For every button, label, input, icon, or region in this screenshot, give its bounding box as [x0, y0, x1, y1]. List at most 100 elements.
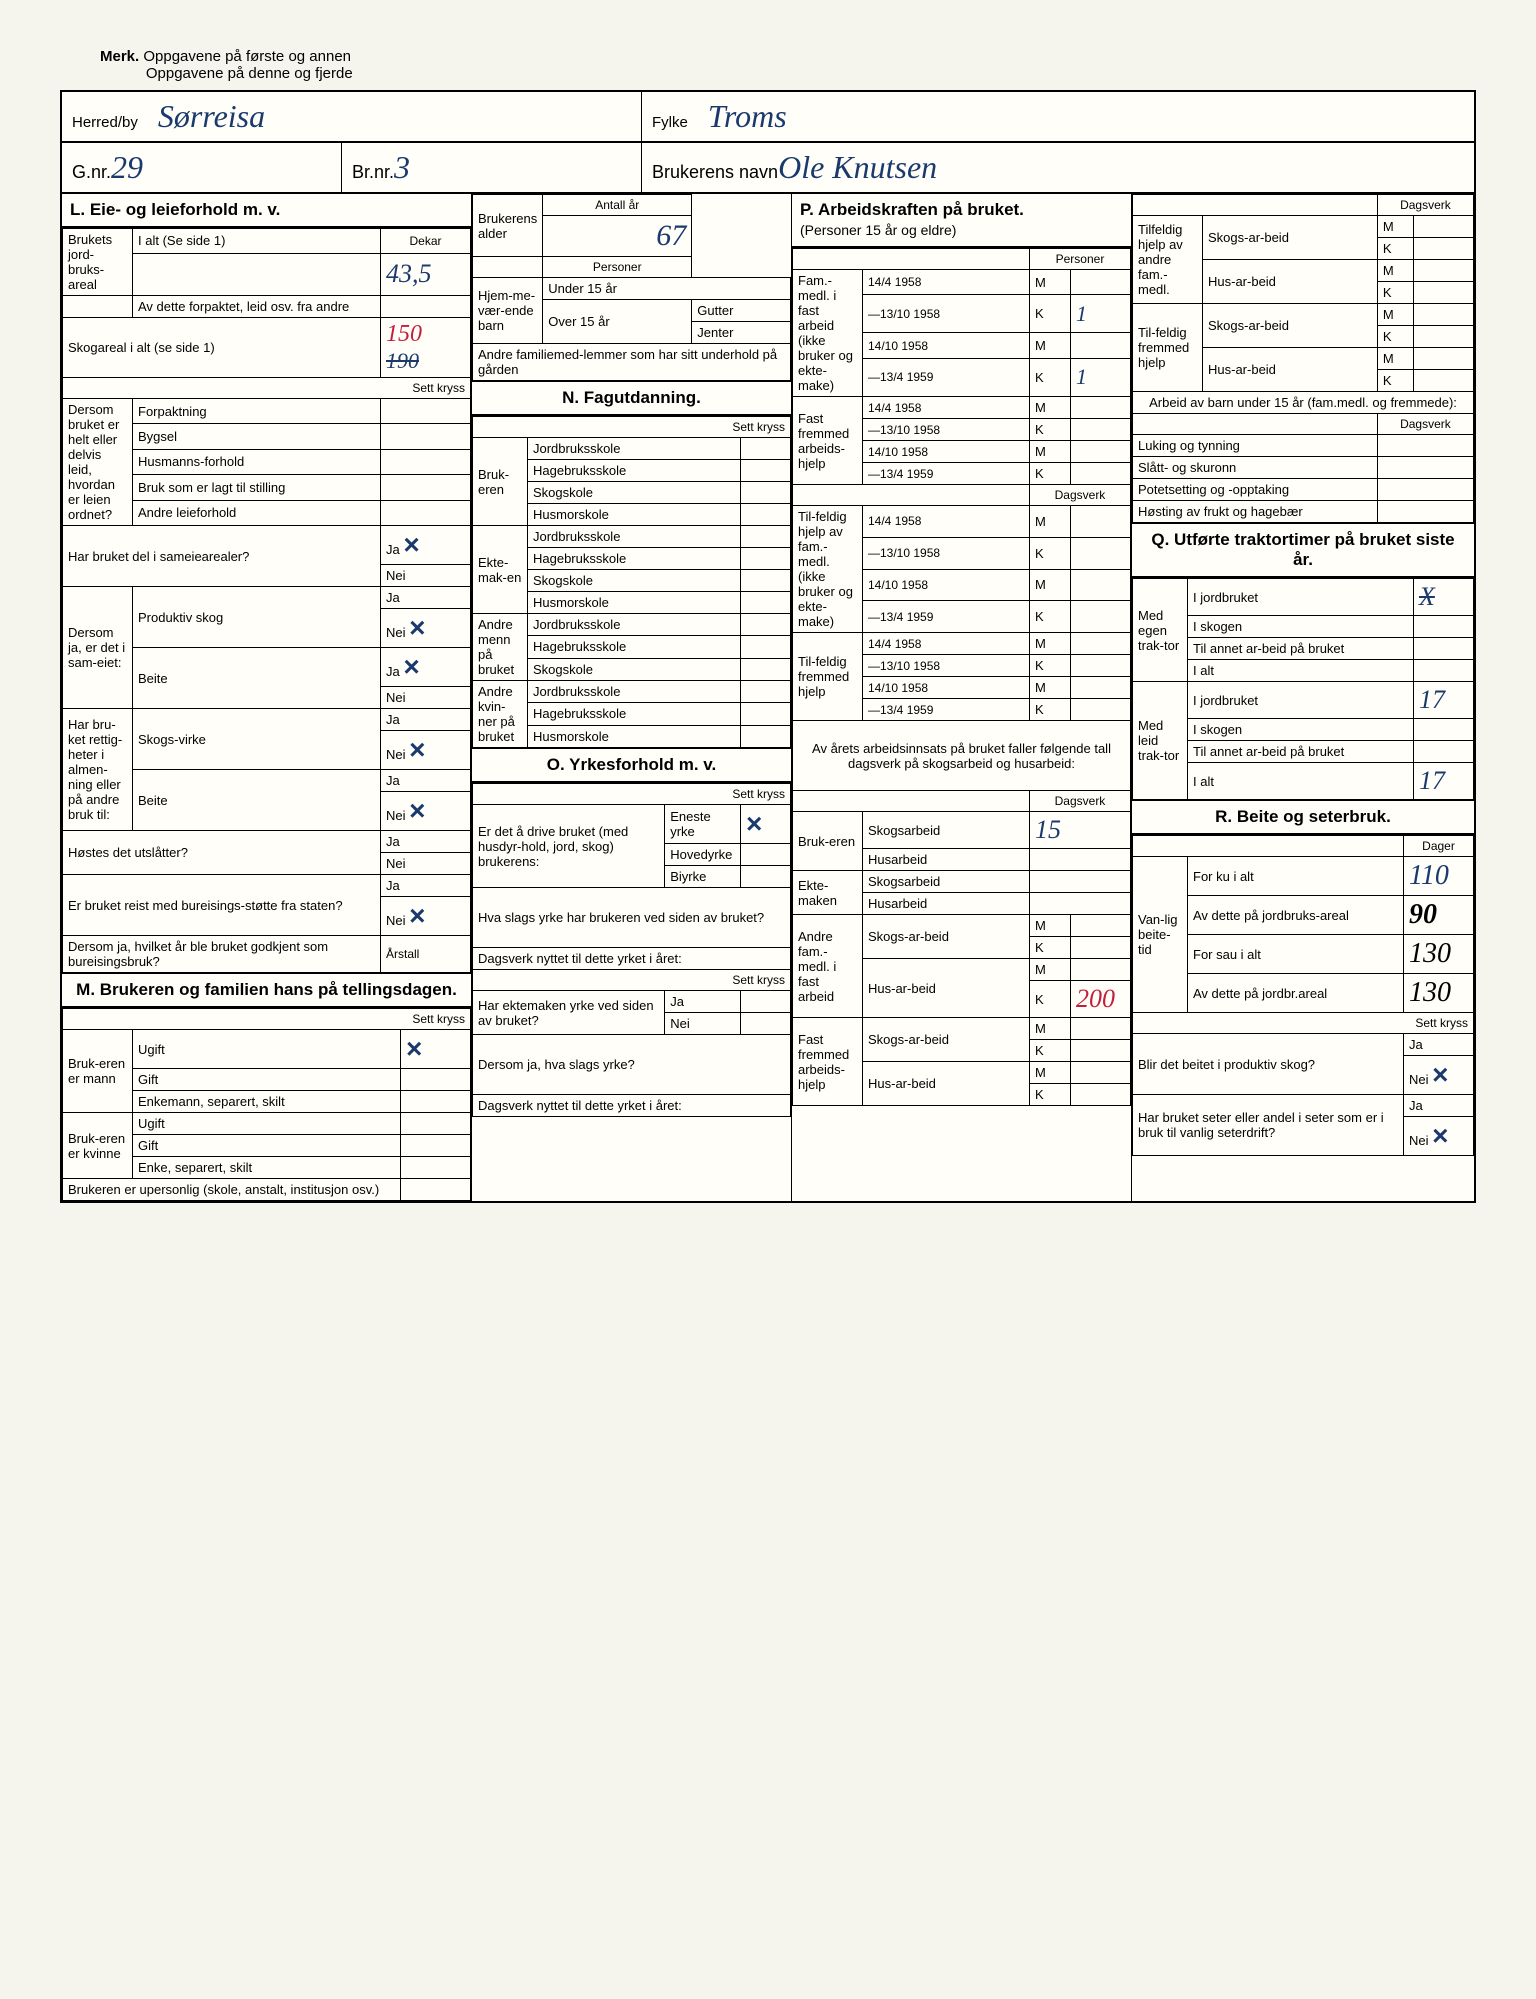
- c4-skogs-ar: Skogs-ar-beid: [1203, 216, 1378, 260]
- o-dersom-ja: Dersom ja, hva slags yrke?: [473, 1035, 791, 1095]
- p-m: M: [1029, 915, 1070, 937]
- ja-3: Ja: [386, 664, 400, 679]
- p-k: K: [1029, 419, 1070, 441]
- p-k: K: [1029, 295, 1070, 333]
- ialt-value: 43,5: [386, 259, 432, 288]
- p-av-arets: Av årets arbeidsinnsats på bruket faller…: [793, 721, 1131, 791]
- p-m: M: [1029, 677, 1070, 699]
- p-m: M: [1029, 633, 1070, 655]
- p-husarbeid: Husarbeid: [863, 849, 1030, 871]
- c4-dagsverk2: Dagsverk: [1377, 414, 1473, 435]
- nei-5: Nei: [386, 808, 406, 823]
- p-hus-k-val: 200: [1076, 984, 1115, 1013]
- o-hoved: Hovedyrke: [665, 844, 741, 866]
- sett-kryss-O: Sett kryss: [473, 784, 791, 805]
- p-k: K: [1029, 537, 1070, 569]
- x-mark: ×: [409, 612, 425, 643]
- p-m: M: [1029, 270, 1070, 295]
- nei-3: Nei: [381, 687, 471, 709]
- n-jordbruk-4: Jordbruksskole: [528, 681, 741, 703]
- n-jordbruk-2: Jordbruksskole: [528, 526, 741, 548]
- section-Q-table: Med egen trak-tor I jordbruket X I skoge…: [1132, 578, 1474, 800]
- r-ku-val: 110: [1409, 860, 1449, 891]
- ialt-label: I alt (Se side 1): [133, 229, 381, 254]
- p-d4-2: —13/4 1959: [863, 463, 1030, 485]
- n-hagebruk-1: Hagebruksskole: [528, 460, 741, 482]
- p-d2-4: —13/10 1958: [863, 655, 1030, 677]
- r-ja: Ja: [1404, 1034, 1474, 1056]
- andre-fam: Andre familiemed-lemmer som har sitt und…: [473, 344, 791, 381]
- gnr-label: G.nr.: [72, 162, 111, 183]
- c4-k: K: [1377, 282, 1413, 304]
- column-L-M: L. Eie- og leieforhold m. v. Brukets jor…: [62, 194, 472, 1201]
- c4-k: K: [1377, 370, 1413, 392]
- p-ektemaken: Ekte-maken: [793, 871, 863, 915]
- merk-note: Merk. Oppgavene på første og annen Oppga…: [60, 40, 1476, 90]
- bruker-kvinne: Bruk-eren er kvinne: [63, 1113, 133, 1179]
- section-P-table: Personer Fam.-medl. i fast arbeid (ikke …: [792, 248, 1131, 1106]
- jenter: Jenter: [692, 322, 791, 344]
- beite-1: Beite: [133, 648, 381, 709]
- p-hus-ar2: Hus-ar-beid: [863, 1062, 1030, 1106]
- section-P-sub: (Personer 15 år og eldre): [800, 222, 956, 238]
- skogareal-red: 150: [386, 321, 422, 347]
- gutter: Gutter: [692, 300, 791, 322]
- dersom-ja: Dersom ja, er det i sam-eiet:: [63, 587, 133, 709]
- q-leid-ialt: 17: [1419, 766, 1445, 795]
- o-biyrke: Biyrke: [665, 866, 741, 888]
- r-ja2: Ja: [1404, 1095, 1474, 1117]
- fylke-value: Troms: [708, 98, 787, 135]
- section-Q-title: Q. Utførte traktortimer på bruket siste …: [1132, 523, 1474, 578]
- p-d3-4: 14/10 1958: [863, 677, 1030, 699]
- fylke-label: Fylke: [652, 114, 688, 131]
- x-mark: ×: [409, 734, 425, 765]
- o-har-ekte: Har ektemaken yrke ved siden av bruket?: [473, 991, 665, 1035]
- p-d1-3: 14/4 1958: [863, 506, 1030, 538]
- husmanns: Husmanns-forhold: [133, 449, 381, 474]
- p-skogs-ar: Skogs-ar-beid: [863, 915, 1030, 959]
- r-har-seter: Har bruket seter eller andel i seter som…: [1133, 1095, 1404, 1156]
- sett-kryss-1: Sett kryss: [63, 378, 471, 399]
- p-dagsverk2: Dagsverk: [1029, 791, 1130, 812]
- p-m: M: [1029, 333, 1070, 358]
- section-R-table: Dager Van-lig beite-tid For ku i alt 110…: [1132, 835, 1474, 1156]
- sett-kryss-M: Sett kryss: [63, 1009, 471, 1030]
- x-mark: ×: [406, 1033, 422, 1064]
- p-d3-1: 14/10 1958: [863, 333, 1030, 358]
- p-k: K: [1029, 981, 1070, 1018]
- p-d1-4: 14/4 1958: [863, 633, 1030, 655]
- herred-label: Herred/by: [72, 114, 138, 131]
- dersom-hvilket: Dersom ja, hvilket år ble bruket godkjen…: [63, 936, 381, 973]
- p-k: K: [1029, 358, 1070, 396]
- nei-2: Nei: [386, 625, 406, 640]
- r-nei2: Nei: [1409, 1133, 1429, 1148]
- q-leid-jord: 17: [1419, 685, 1445, 714]
- o-nei: Nei: [665, 1013, 741, 1035]
- n-husmor-1: Husmorskole: [528, 504, 741, 526]
- r-for-sau: For sau i alt: [1188, 935, 1404, 974]
- form-container: Herred/by Sørreisa Fylke Troms G.nr. 29 …: [60, 90, 1476, 1203]
- p-skogs-val: 15: [1035, 815, 1061, 844]
- p-k: K: [1029, 1084, 1070, 1106]
- brukerens-alder: Brukerens alder: [473, 195, 543, 257]
- c4-m: M: [1377, 216, 1413, 238]
- alder-table: Brukerens alder Antall år 67 Personer Hj…: [472, 194, 791, 381]
- r-dager: Dager: [1404, 836, 1474, 857]
- q-ijord-val: X: [1419, 582, 1435, 611]
- skogsvirke: Skogs-virke: [133, 709, 381, 770]
- p-k: K: [1029, 463, 1070, 485]
- p-k: K: [1029, 699, 1070, 721]
- p-personer: Personer: [1029, 249, 1130, 270]
- sett-kryss-N: Sett kryss: [473, 417, 791, 438]
- n-hagebruk-2: Hagebruksskole: [528, 548, 741, 570]
- har-rettig: Har bru-ket rettig-heter i almen-ning el…: [63, 709, 133, 831]
- bruker-label: Brukerens navn: [652, 162, 778, 183]
- brukets-label: Brukets jord-bruks-areal: [63, 229, 133, 296]
- p-m: M: [1029, 1018, 1070, 1040]
- n-husmor-2: Husmorskole: [528, 592, 741, 614]
- dersom-label: Dersom bruket er helt eller delvis leid,…: [63, 399, 133, 526]
- x-mark: ×: [403, 651, 419, 682]
- o-dagsverk2: Dagsverk nyttet til dette yrket i året:: [473, 1095, 791, 1117]
- c4-tilfeldig-andre: Tilfeldig hjelp av andre fam.-medl.: [1133, 216, 1203, 304]
- p-fam-medl: Fam.-medl. i fast arbeid (ikke bruker og…: [793, 270, 863, 397]
